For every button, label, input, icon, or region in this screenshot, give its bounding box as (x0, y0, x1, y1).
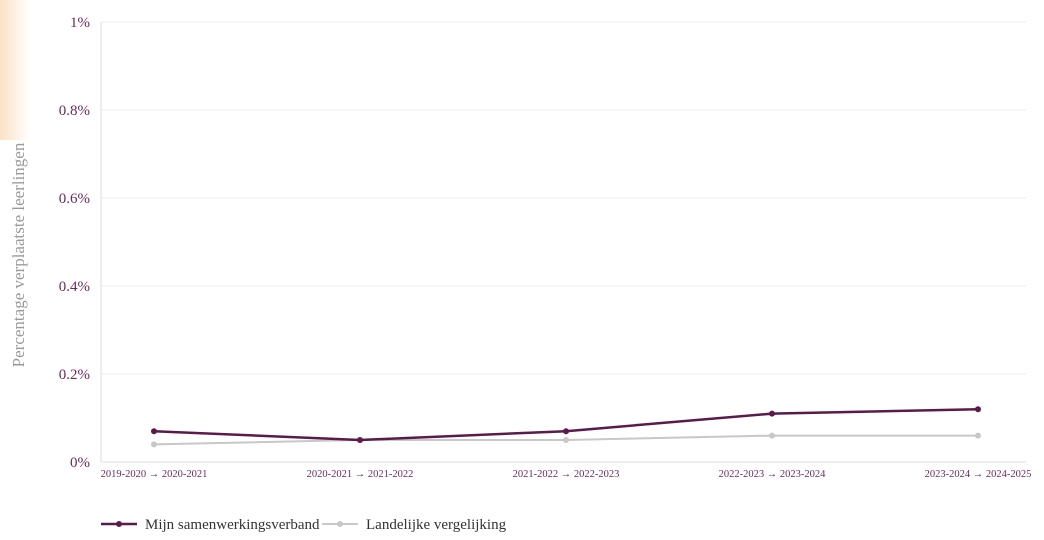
data-point[interactable] (563, 437, 569, 443)
legend-label: Mijn samenwerkingsverband (145, 517, 320, 533)
data-point[interactable] (975, 406, 981, 413)
data-point[interactable] (769, 432, 775, 439)
data-point[interactable] (769, 410, 775, 417)
y-tick-labels: 0% 0.2% 0.4% 0.6% 0.8% 1% (59, 15, 90, 471)
legend-item[interactable]: Mijn samenwerkingsverband (101, 517, 320, 533)
series-comparison (151, 432, 981, 448)
data-point[interactable] (357, 437, 363, 443)
x-tick-label: 2023-2024 → 2024-2025 (925, 469, 1032, 480)
y-axis-label: Percentage verplaatste leerlingen (9, 142, 28, 367)
y-tick-label: 0.2% (59, 367, 90, 383)
x-tick-label: 2019-2020 → 2020-2021 (101, 469, 208, 480)
x-tick-label: 2021-2022 → 2022-2023 (513, 469, 620, 480)
x-tick-labels: 2019-2020 → 2020-2021 2020-2021 → 2021-20… (101, 469, 1032, 480)
legend-swatch-marker (116, 521, 122, 527)
x-tick-label: 2022-2023 → 2023-2024 (719, 469, 826, 480)
series-primary (151, 406, 981, 443)
legend-label: Landelijke vergelijking (366, 517, 507, 533)
axes (100, 22, 1026, 463)
y-tick-label: 0% (70, 455, 90, 471)
legend-item[interactable]: Landelijke vergelijking (322, 517, 507, 533)
data-point[interactable] (151, 441, 157, 448)
legend-swatch-marker (337, 521, 343, 527)
y-tick-label: 1% (70, 15, 90, 31)
data-point[interactable] (975, 432, 981, 439)
legend: Mijn samenwerkingsverband Landelijke verg… (101, 517, 507, 533)
x-tick-label: 2020-2021 → 2021-2022 (307, 469, 414, 480)
decorative-corner-glow (0, 0, 30, 140)
series-lines (151, 406, 981, 448)
data-point[interactable] (563, 428, 569, 435)
y-tick-label: 0.4% (59, 279, 90, 295)
gridlines (101, 21, 1026, 375)
data-point[interactable] (151, 428, 157, 435)
y-tick-label: 0.6% (59, 191, 90, 207)
y-tick-label: 0.8% (59, 103, 90, 119)
